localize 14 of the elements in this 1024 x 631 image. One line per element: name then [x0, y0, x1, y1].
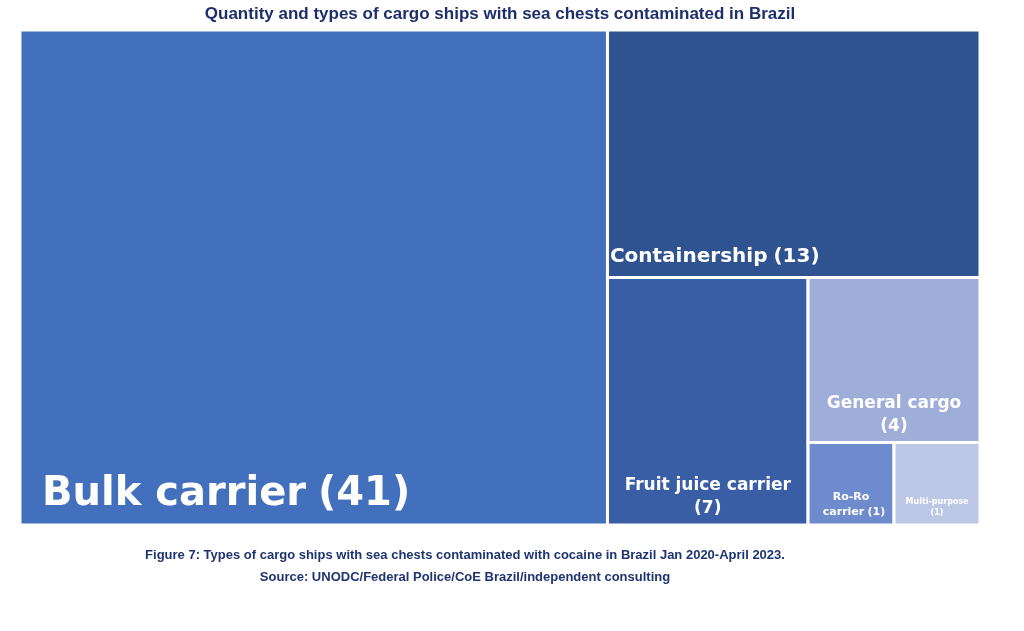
- category-label: Multi-purpose: [905, 497, 970, 507]
- data-label: (1): [930, 508, 944, 517]
- data-label: (7): [694, 497, 722, 517]
- category-label: Containership: [609, 242, 768, 267]
- data-label: (4): [880, 414, 908, 435]
- caption: Figure 7: Types of cargo ships with sea chests contaminated with cocaine in Brazil Jan 2020-April 2023.: [145, 547, 785, 562]
- source-note: Source: UNODC/Federal Police/CoE Brazil/independent consulting: [259, 569, 671, 584]
- category-label: Fruit juice carrier: [624, 474, 792, 495]
- data-label: (1): [867, 505, 886, 518]
- data-label: (41): [318, 468, 411, 514]
- category-label: General cargo: [826, 391, 962, 412]
- text: Quantity and types of cargo ships with sea chests contaminated in Brazil: [204, 3, 796, 23]
- data-label: (13): [773, 242, 820, 267]
- category-label: Bulk carrier: [42, 468, 307, 514]
